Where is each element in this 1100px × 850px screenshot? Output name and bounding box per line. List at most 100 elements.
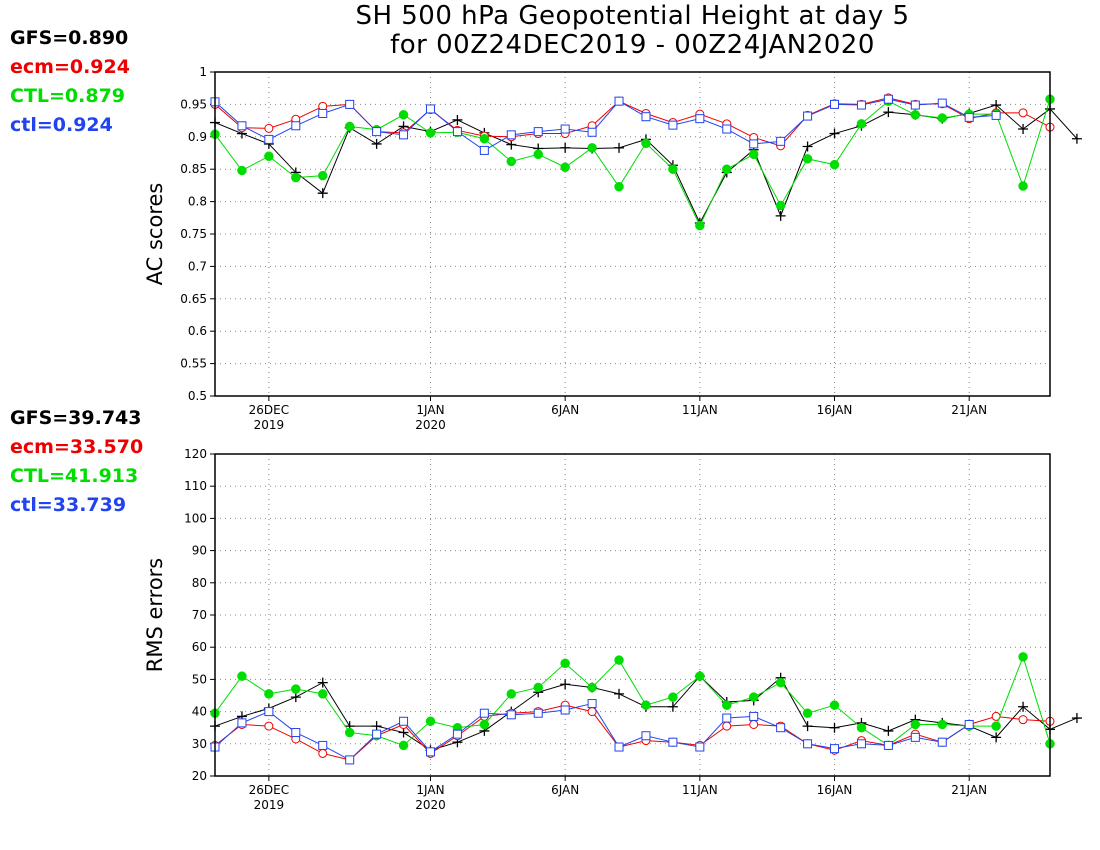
data-point: [937, 719, 948, 730]
ac-stat-gfs: GFS=0.890: [10, 27, 129, 49]
data-point: [964, 112, 974, 122]
x-tick-label: 6JAN: [551, 403, 579, 417]
x-tick-label: 26DEC: [249, 783, 289, 797]
series-line: [214, 99, 1051, 227]
data-point: [479, 719, 490, 730]
y-axis-label: RMS errors: [143, 558, 167, 673]
y-tick-label: 0.65: [180, 292, 207, 306]
y-tick-label: 0.8: [188, 195, 207, 209]
data-point: [749, 711, 759, 721]
data-point: [237, 718, 247, 728]
x-tick-label: 21JAN: [951, 403, 987, 417]
x-tick-label: 16JAN: [817, 783, 853, 797]
data-point: [856, 119, 867, 129]
data-point: [587, 143, 597, 153]
series-ecm: [210, 93, 1055, 151]
data-point: [641, 112, 651, 122]
data-point: [641, 700, 651, 710]
data-point: [344, 121, 355, 132]
data-point: [776, 723, 786, 733]
data-point: [506, 130, 516, 140]
data-point: [345, 99, 355, 109]
data-point: [991, 721, 1001, 731]
data-point: [237, 121, 247, 131]
y-axis-label: AC scores: [143, 183, 167, 286]
data-point: [291, 121, 301, 131]
data-point: [722, 124, 732, 134]
data-point: [1018, 701, 1029, 712]
data-point: [318, 748, 328, 758]
data-point: [776, 136, 786, 146]
data-point: [1071, 133, 1082, 144]
data-point: [991, 110, 1001, 120]
data-point: [425, 747, 435, 757]
y-tick-label: 120: [184, 447, 207, 461]
data-point: [291, 684, 301, 694]
data-point: [829, 128, 840, 139]
data-point: [668, 120, 678, 130]
x-tick-label: 11JAN: [682, 403, 718, 417]
y-tick-label: 0.85: [180, 162, 207, 176]
series-line: [214, 104, 1078, 225]
data-point: [452, 114, 463, 125]
data-point: [748, 149, 759, 160]
series-line: [214, 97, 1051, 147]
data-point: [317, 677, 328, 688]
data-point: [1018, 124, 1029, 135]
data-point: [560, 658, 570, 669]
data-point: [372, 729, 382, 739]
data-point: [722, 700, 732, 710]
y-tick-label: 0.7: [188, 259, 207, 273]
data-point: [264, 689, 274, 699]
y-tick-label: 80: [192, 576, 207, 590]
data-point: [533, 127, 543, 137]
data-point: [1018, 652, 1028, 662]
x-tick-year-label: 2019: [254, 418, 285, 432]
data-point: [1071, 713, 1082, 724]
data-point: [883, 94, 893, 104]
x-tick-label: 1JAN: [416, 783, 444, 797]
data-point: [856, 722, 867, 733]
data-point: [399, 716, 409, 726]
x-tick-label: 1JAN: [416, 403, 444, 417]
chart-title: SH 500 hPa Geopotential Height at day 5 …: [215, 2, 1050, 60]
data-point: [479, 133, 490, 144]
data-point: [452, 127, 462, 137]
data-point: [264, 123, 274, 133]
y-tick-label: 90: [192, 544, 207, 558]
data-point: [829, 700, 840, 710]
data-point: [667, 701, 678, 712]
ac-chart: 0.5 0.55 0.6 0.65 0.7 0.75 0.8 0.85 0.9 0.95 1 26DE…: [143, 65, 1082, 432]
data-point: [641, 731, 651, 741]
data-point: [479, 145, 489, 155]
rms-stat-gfs: GFS=39.743: [10, 407, 142, 429]
data-point: [722, 164, 732, 174]
data-point: [830, 744, 840, 754]
data-point: [910, 719, 921, 730]
data-point: [560, 142, 571, 153]
data-point: [506, 689, 517, 699]
data-point: [937, 737, 947, 747]
data-point: [829, 722, 840, 733]
data-point: [398, 727, 409, 738]
data-point: [668, 164, 678, 174]
data-point: [237, 671, 247, 681]
data-point: [695, 114, 705, 124]
x-tick-label: 26DEC: [249, 403, 289, 417]
y-tick-label: 1: [199, 65, 207, 79]
data-point: [937, 113, 948, 123]
ac-stat-ecm: ecm=0.924: [10, 56, 130, 78]
series-line: [214, 98, 997, 151]
data-point: [560, 705, 570, 715]
data-point: [425, 128, 436, 138]
data-point: [1018, 181, 1028, 191]
data-point: [775, 200, 786, 211]
ac-stat-ctl-upper: CTL=0.879: [10, 85, 126, 107]
data-point: [560, 162, 570, 173]
data-point: [722, 713, 732, 723]
data-point: [856, 100, 866, 110]
y-tick-label: 0.95: [180, 97, 207, 111]
data-point: [533, 149, 543, 160]
y-tick-label: 0.5: [188, 389, 207, 403]
